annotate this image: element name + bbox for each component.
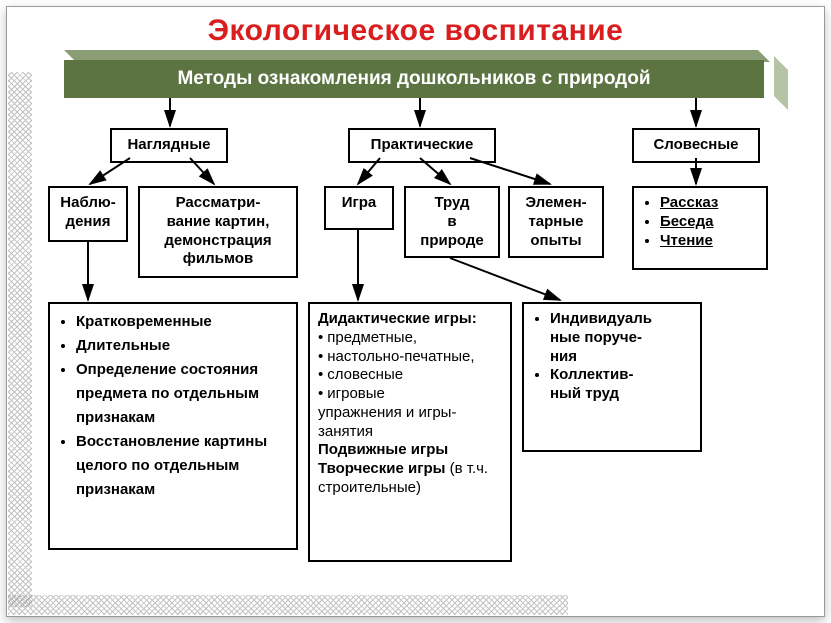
sub-labor-label: Труд в природе: [420, 194, 483, 249]
list-item: Длительные: [76, 334, 288, 358]
list-item: предметные,: [318, 329, 502, 348]
sub-pictures: Рассматри- вание картин, демонстрация фи…: [138, 186, 298, 278]
game-detail: Дидактические игры: предметные,настольно…: [308, 302, 512, 562]
sub-observe-label: Наблю- дения: [60, 194, 115, 230]
list-item: Восстановление картины целого по отдельн…: [76, 430, 288, 502]
list-item: Кратковременные: [76, 310, 288, 334]
hatch-left: [8, 72, 32, 607]
list-item: игровые: [318, 385, 502, 404]
head-practical: Практические: [348, 128, 496, 163]
labor-detail: Индивидуаль ные поруче- нияКоллектив- ны…: [522, 302, 702, 452]
game-detail-lead3: Творческие игры (в т.ч. строительные): [318, 460, 502, 498]
head-verbal-label: Словесные: [653, 136, 738, 153]
observe-detail-list: КратковременныеДлительныеОпределение сос…: [58, 310, 288, 502]
banner-face: Методы ознакомления дошкольников с приро…: [64, 60, 764, 98]
list-item: Рассказ: [660, 194, 758, 213]
game-detail-lead: Дидактические игры:: [318, 310, 502, 329]
game-detail-lead2: Подвижные игры: [318, 441, 502, 460]
list-item: Коллектив- ный труд: [550, 366, 692, 404]
verbal-detail-list: РассказБеседаЧтение: [642, 194, 758, 250]
observe-detail: КратковременныеДлительныеОпределение сос…: [48, 302, 298, 550]
list-item: словесные: [318, 366, 502, 385]
list-item: Беседа: [660, 213, 758, 232]
head-practical-label: Практические: [371, 136, 474, 153]
hatch-bottom: [8, 595, 568, 615]
verbal-detail: РассказБеседаЧтение: [632, 186, 768, 270]
labor-detail-list: Индивидуаль ные поруче- нияКоллектив- ны…: [532, 310, 692, 404]
list-item: Чтение: [660, 232, 758, 251]
sub-labor: Труд в природе: [404, 186, 500, 258]
sub-experiments: Элемен- тарные опыты: [508, 186, 604, 258]
sub-game: Игра: [324, 186, 394, 230]
banner-3d: Методы ознакомления дошкольников с приро…: [64, 60, 776, 102]
list-item: Индивидуаль ные поруче- ния: [550, 310, 692, 366]
sub-experiments-label: Элемен- тарные опыты: [525, 194, 586, 249]
sub-observe: Наблю- дения: [48, 186, 128, 242]
game-detail-list: предметные,настольно-печатные,словесныеи…: [318, 329, 502, 404]
game-detail-tail1: упражнения и игры-занятия: [318, 404, 502, 442]
head-visual: Наглядные: [110, 128, 228, 163]
list-item: настольно-печатные,: [318, 348, 502, 367]
page-title: Экологическое воспитание: [0, 14, 831, 48]
list-item: Определение состояния предмета по отдель…: [76, 358, 288, 430]
head-verbal: Словесные: [632, 128, 760, 163]
sub-pictures-label: Рассматри- вание картин, демонстрация фи…: [164, 194, 271, 267]
head-visual-label: Наглядные: [127, 136, 210, 153]
sub-game-label: Игра: [342, 194, 377, 211]
